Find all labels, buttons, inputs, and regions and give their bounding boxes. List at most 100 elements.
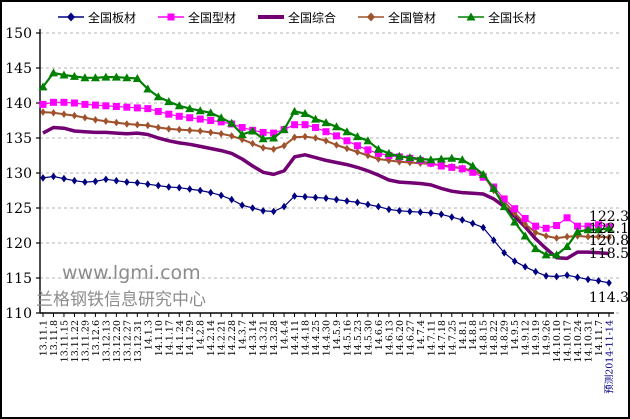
series-marker-全国管材 — [176, 125, 183, 134]
series-marker-全国板材 — [428, 209, 434, 217]
x-label: 14.11.7 — [594, 320, 605, 356]
x-label: 14.7.11 — [426, 320, 437, 356]
series-marker-全国型材 — [175, 112, 183, 120]
x-label: 14.1.17 — [164, 320, 175, 356]
series-marker-全国型材 — [343, 137, 351, 145]
series-marker-全国型材 — [542, 224, 550, 232]
x-label: 14.2.21 — [217, 320, 228, 356]
series-marker-全国型材 — [217, 118, 225, 126]
x-label: 13.11.29 — [80, 320, 91, 362]
series-marker-全国板材 — [228, 195, 235, 204]
x-label: 14.10.24 — [573, 320, 584, 362]
series-marker-全国长材 — [489, 183, 499, 192]
series-marker-全国型材 — [437, 162, 445, 170]
legend-item-全国综合: 全国综合 — [258, 9, 336, 26]
series-marker-全国板材 — [165, 183, 172, 191]
series-marker-全国板材 — [511, 257, 518, 265]
legend-label: 全国长材 — [488, 10, 537, 25]
series-marker-全国长材 — [279, 125, 289, 134]
y-tick-label: 115 — [5, 271, 32, 287]
series-marker-全国管材 — [228, 132, 235, 140]
series-marker-全国管材 — [71, 111, 78, 120]
series-marker-全国长材 — [164, 97, 174, 106]
series-marker-全国板材 — [40, 174, 46, 182]
series-marker-全国长材 — [111, 72, 121, 81]
series-marker-全国板材 — [365, 200, 371, 209]
series-marker-全国板材 — [82, 178, 88, 186]
series-marker-全国长材 — [510, 217, 520, 226]
series-marker-全国管材 — [375, 155, 382, 163]
series-marker-全国型材 — [112, 103, 120, 110]
x-label: 14.4.4 — [280, 320, 291, 350]
series-marker-全国板材 — [438, 210, 445, 219]
series-marker-全国板材 — [239, 201, 245, 209]
series-marker-全国长材 — [48, 68, 58, 77]
series-marker-全国型材 — [154, 107, 162, 115]
series-marker-全国长材 — [520, 231, 530, 240]
series-marker-全国板材 — [532, 267, 539, 276]
series-marker-全国型材 — [301, 121, 309, 129]
diamond-icon — [367, 12, 376, 22]
series-marker-全国型材 — [500, 195, 508, 203]
x-label: 14.1.24 — [175, 320, 186, 356]
square-icon — [167, 13, 175, 21]
y-tick-label: 140 — [5, 96, 32, 112]
series-marker-全国管材 — [344, 144, 350, 153]
y-tick-label: 145 — [5, 61, 32, 77]
series-marker-全国管材 — [543, 232, 549, 240]
series-marker-全国长材 — [499, 202, 509, 211]
series-marker-全国管材 — [165, 125, 172, 133]
series-marker-全国型材 — [553, 222, 561, 229]
series-marker-全国管材 — [522, 220, 528, 228]
series-marker-全国管材 — [312, 134, 319, 142]
series-marker-全国板材 — [197, 186, 204, 195]
series-marker-全国板材 — [113, 176, 120, 185]
series-marker-全国板材 — [448, 213, 455, 221]
series-marker-全国板材 — [281, 202, 287, 211]
diamond-legend-marker-icon — [358, 12, 385, 22]
series-marker-全国长材 — [122, 73, 132, 82]
series-marker-全国长材 — [290, 106, 300, 115]
x-label: 14.5.30 — [363, 320, 374, 356]
x-label: 14.3.14 — [248, 320, 259, 356]
x-label: 14.6.20 — [395, 320, 406, 356]
series-marker-全国长材 — [59, 70, 69, 79]
x-label: 13.12.31 — [133, 320, 144, 362]
x-label: 14.3.7 — [238, 320, 249, 350]
series-marker-全国板材 — [103, 175, 109, 184]
series-marker-全国板材 — [606, 279, 612, 287]
series-marker-全国板材 — [50, 172, 57, 181]
legend-label: 全国综合 — [288, 10, 337, 25]
series-marker-全国板材 — [490, 236, 497, 244]
series-marker-全国板材 — [260, 207, 266, 215]
x-label: 13.12.6 — [91, 320, 102, 356]
series-marker-全国型材 — [291, 121, 299, 129]
series-marker-全国管材 — [365, 151, 371, 160]
series-marker-全国板材 — [302, 193, 308, 201]
series-marker-全国长材 — [436, 154, 446, 163]
series-marker-全国型材 — [165, 110, 173, 118]
square-legend-marker-icon — [158, 13, 185, 21]
series-marker-全国管材 — [145, 121, 151, 130]
series-marker-全国板材 — [354, 198, 361, 207]
series-marker-全国板材 — [291, 192, 298, 200]
diamond-icon — [67, 12, 75, 22]
series-marker-全国管材 — [354, 148, 361, 156]
series-marker-全国管材 — [291, 133, 298, 142]
series-marker-全国长材 — [373, 144, 383, 153]
series-marker-全国型材 — [364, 146, 372, 154]
y-tick-label: 120 — [5, 236, 32, 252]
series-marker-全国长材 — [552, 250, 562, 259]
series-marker-全国板材 — [417, 208, 424, 216]
y-tick-label: 150 — [5, 26, 32, 42]
series-marker-全国板材 — [270, 207, 277, 216]
series-marker-全国型材 — [332, 132, 340, 140]
series-marker-全国型材 — [196, 115, 204, 123]
series-marker-全国型材 — [532, 222, 540, 230]
series-marker-全国管材 — [595, 232, 602, 241]
series-marker-全国型材 — [511, 205, 519, 213]
x-label: 13.11.1 — [39, 320, 50, 356]
series-marker-全国型材 — [91, 101, 99, 109]
